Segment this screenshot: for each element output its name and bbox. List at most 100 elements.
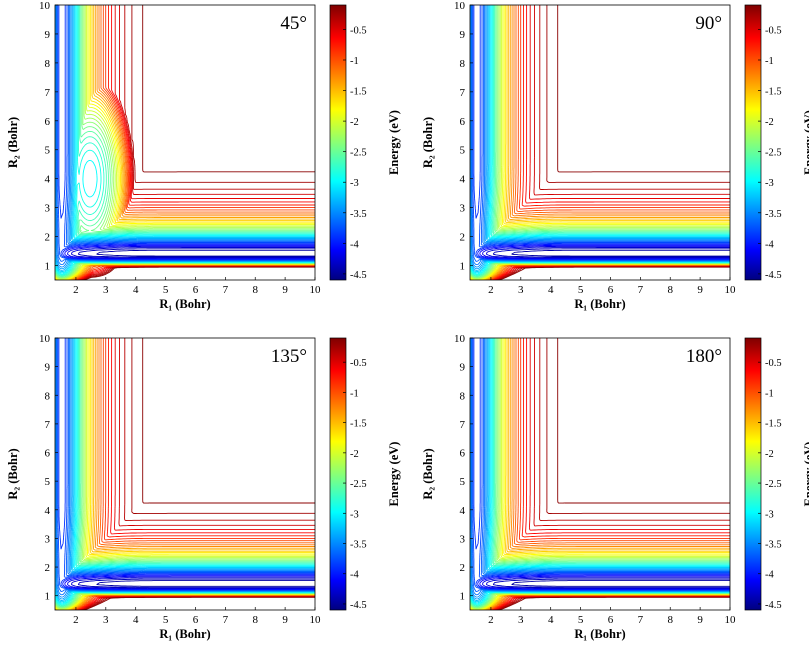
y-tick-label: 6: [45, 116, 51, 128]
x-tick-label: 5: [578, 614, 584, 626]
angle-label: 45°: [280, 13, 307, 34]
colorbar-tick-label: -2.5: [350, 148, 367, 159]
x-tick-label: 8: [252, 284, 258, 296]
y-tick-label: 1: [460, 261, 466, 273]
y-tick-label: 1: [45, 591, 51, 603]
colorbar-tick-label: -2.5: [350, 479, 367, 490]
x-tick-label: 3: [103, 614, 109, 626]
colorbar-tick-label: -0.5: [350, 358, 367, 369]
y-tick-label: 4: [45, 174, 51, 186]
y-tick-label: 9: [460, 362, 466, 374]
colorbar: -0.5 -1 -1.5 -2 -2.5 -3 -3.5 -4 -4.5 Energy (eV): [329, 4, 401, 281]
y-tick-label: 5: [45, 476, 51, 488]
x-tick-label: 6: [193, 284, 199, 296]
y-axis-label: R₂ (Bohr): [6, 448, 20, 499]
colorbar-tick-label: -4.5: [350, 600, 367, 611]
contour-level-6: [479, 575, 730, 590]
x-tick-label: 9: [697, 284, 703, 296]
colorbar-tick-label: -1.5: [350, 87, 367, 98]
x-tick-label: 7: [638, 284, 644, 296]
colorbar-gradient: [329, 4, 347, 281]
plot-frame: [469, 4, 731, 281]
colorbar-tick-label: -3.5: [765, 540, 782, 551]
x-tick-label: 5: [163, 284, 169, 296]
colorbar-tick-label: -2: [350, 117, 359, 128]
contour-lines: [470, 338, 730, 610]
colorbar-tick-label: -1: [765, 56, 774, 67]
x-tick-label: 6: [193, 614, 199, 626]
x-tick-label: 2: [488, 614, 494, 626]
colorbar: -0.5 -1 -1.5 -2 -2.5 -3 -3.5 -4 -4.5 Energy (eV): [744, 337, 809, 611]
y-tick-label: 2: [460, 562, 466, 574]
x-tick-label: 8: [667, 614, 673, 626]
x-tick-label: 7: [638, 614, 644, 626]
y-axis-label: R₂ (Bohr): [6, 117, 20, 168]
x-tick-label: 10: [310, 614, 322, 626]
y-tick-label: 3: [460, 533, 466, 545]
colorbar-tick-label: -1.5: [765, 87, 782, 98]
contour-level-5: [67, 576, 315, 590]
y-tick-label: 9: [45, 362, 51, 374]
y-tick-label: 10: [39, 0, 51, 12]
x-tick-label: 10: [725, 284, 737, 296]
y-tick-label: 1: [45, 261, 51, 273]
x-tick-label: 7: [223, 614, 229, 626]
colorbar-tick-label: -4: [765, 239, 774, 250]
x-tick-label: 9: [697, 614, 703, 626]
contour-level-4: [70, 577, 315, 589]
angle-label: 180°: [686, 346, 722, 367]
colorbar-tick-label: -1.5: [350, 419, 367, 430]
x-axis-label: R₁ (Bohr): [159, 627, 210, 641]
colorbar-tick-label: -1: [765, 388, 774, 399]
y-tick-label: 8: [45, 390, 51, 402]
angle-label: 135°: [271, 346, 307, 367]
colorbar-tick-label: -3: [350, 178, 359, 189]
colorbar-label: Energy (eV): [387, 442, 401, 507]
y-tick-label: 5: [460, 145, 466, 157]
x-axis-label: R₁ (Bohr): [574, 297, 625, 311]
colorbar-tick-label: -3: [350, 509, 359, 520]
colorbar-tick-label: -1.5: [765, 419, 782, 430]
y-axis-label: R₂ (Bohr): [421, 448, 435, 499]
colorbar-tick-label: -4: [350, 570, 359, 581]
x-tick-label: 3: [518, 284, 524, 296]
colorbar-tick-label: -4.5: [765, 270, 782, 281]
colorbar-tick-label: -3: [765, 178, 774, 189]
x-tick-label: 10: [725, 614, 737, 626]
y-tick-label: 8: [460, 58, 466, 70]
contour-level-6: [479, 244, 730, 260]
colorbar-tick-label: -4: [350, 239, 359, 250]
x-tick-label: 4: [133, 614, 139, 626]
colorbar-tick-label: -0.5: [765, 25, 782, 36]
colorbar: -0.5 -1 -1.5 -2 -2.5 -3 -3.5 -4 -4.5 Energy (eV): [744, 4, 809, 281]
colorbar-tick-label: -1: [350, 388, 359, 399]
y-tick-label: 10: [454, 333, 466, 345]
y-tick-label: 7: [45, 419, 51, 431]
plot-frame: [54, 4, 316, 281]
colorbar-tick-label: -3.5: [350, 209, 367, 220]
colorbar-tick-label: -2: [765, 117, 774, 128]
x-tick-label: 7: [223, 284, 229, 296]
y-tick-label: 6: [45, 448, 51, 460]
x-tick-label: 4: [548, 614, 554, 626]
contour-level-4: [70, 247, 315, 259]
y-tick-label: 8: [460, 390, 466, 402]
contour-level-6: [64, 575, 315, 590]
y-tick-label: 3: [45, 203, 51, 215]
colorbar-label: Energy (eV): [802, 110, 809, 175]
y-tick-label: 7: [460, 419, 466, 431]
colorbar-tick-label: -2.5: [765, 479, 782, 490]
angle-label: 90°: [695, 13, 722, 34]
contour-level-4: [485, 577, 730, 589]
contour-level-2: [511, 580, 730, 587]
contour-lines: [470, 5, 730, 280]
y-tick-label: 8: [45, 58, 51, 70]
x-tick-label: 5: [578, 284, 584, 296]
x-tick-label: 2: [73, 284, 79, 296]
colorbar-gradient: [744, 4, 762, 281]
colorbar-tick-label: -0.5: [350, 25, 367, 36]
contour-lines: [55, 5, 315, 280]
colorbar-tick-label: -3: [765, 509, 774, 520]
y-axis-label: R₂ (Bohr): [421, 117, 435, 168]
